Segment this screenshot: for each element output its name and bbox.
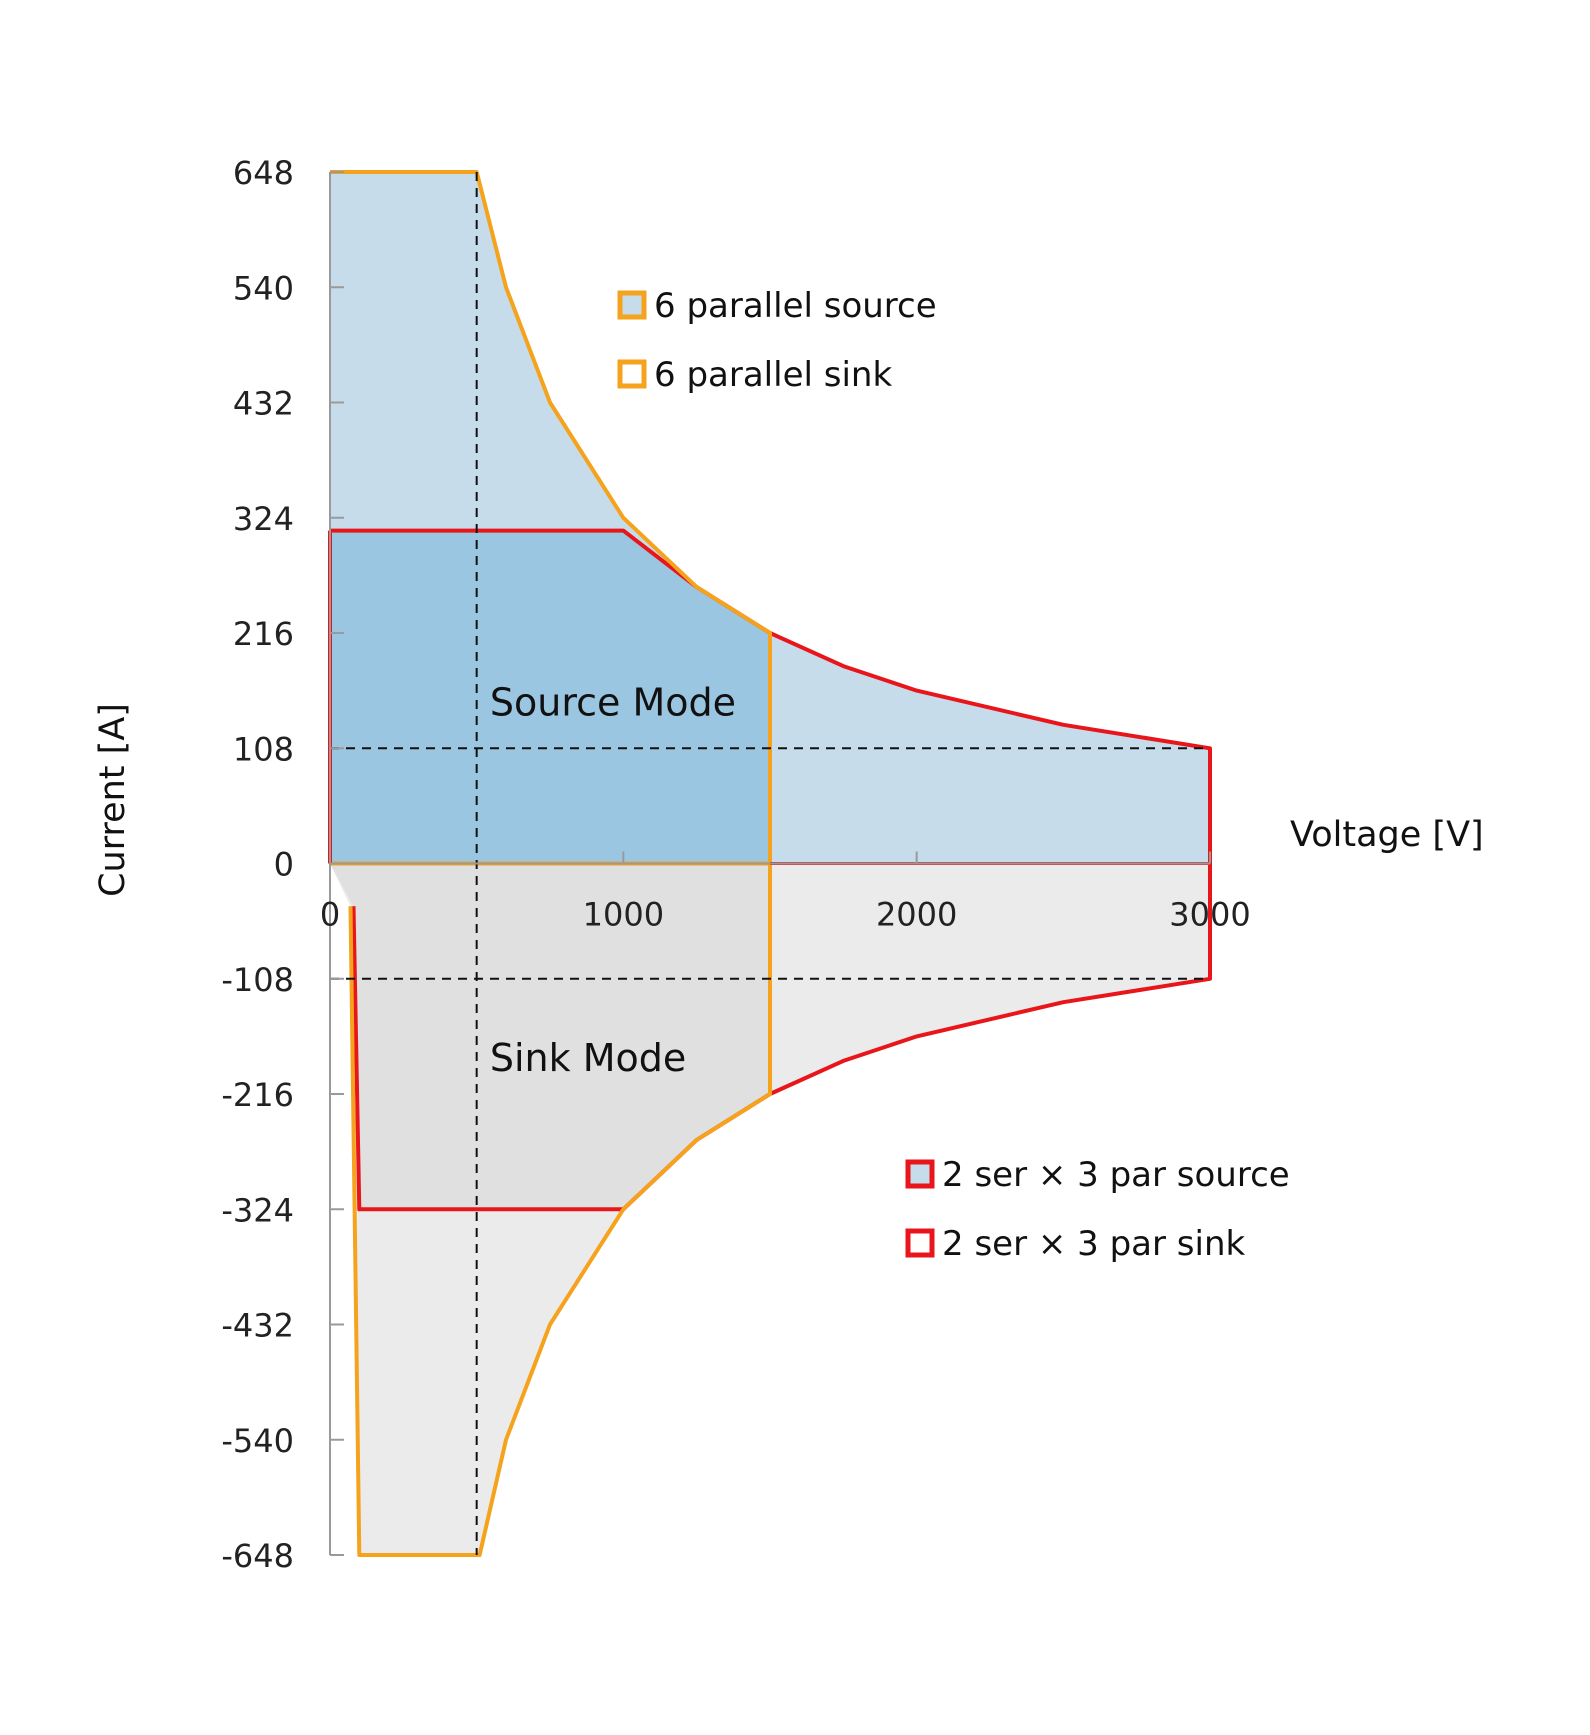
y-tick-label: -108 bbox=[221, 961, 294, 999]
legend-item: 6 parallel source bbox=[617, 286, 937, 326]
legend-swatch bbox=[905, 1159, 935, 1189]
y-tick-label: 324 bbox=[233, 500, 294, 538]
y-tick-label: 432 bbox=[233, 385, 294, 423]
y-tick-label: -216 bbox=[221, 1076, 294, 1114]
y-tick-label: 648 bbox=[233, 154, 294, 192]
y-tick-label: 0 bbox=[274, 846, 294, 884]
x-tick-label: 1000 bbox=[583, 896, 664, 934]
chart-labels: Voltage [V] Current [A] Source Mode Sink Mo… bbox=[93, 680, 1484, 1079]
x-tick-label: 0 bbox=[320, 896, 340, 934]
y-tick-label: -648 bbox=[221, 1537, 294, 1575]
legend-label: 6 parallel source bbox=[654, 286, 937, 326]
x-axis-title: Voltage [V] bbox=[1290, 815, 1484, 855]
legend-item: 6 parallel sink bbox=[617, 355, 892, 395]
legend-swatch bbox=[617, 359, 647, 389]
y-tick-label: 108 bbox=[233, 730, 294, 768]
source-mode-label: Source Mode bbox=[490, 680, 736, 724]
outline-6-parallel-source bbox=[330, 170, 772, 864]
y-tick-label: -540 bbox=[221, 1422, 294, 1460]
y-tick-label: -432 bbox=[221, 1307, 294, 1345]
legend-label: 2 ser × 3 par sink bbox=[942, 1224, 1246, 1264]
legend-item: 2 ser × 3 par sink bbox=[905, 1224, 1246, 1264]
x-tick-label: 3000 bbox=[1169, 896, 1250, 934]
y-axis-title: Current [A] bbox=[93, 703, 133, 897]
x-tick-label: 2000 bbox=[876, 896, 957, 934]
legend-label: 2 ser × 3 par source bbox=[942, 1155, 1290, 1195]
legend-label: 6 parallel sink bbox=[654, 355, 892, 395]
axes: 648 540 432 324 216 108 0 -108 -216 -324 -432 -540 -… bbox=[221, 154, 1250, 1575]
legend-swatch bbox=[617, 290, 647, 320]
y-tick-label: 216 bbox=[233, 615, 294, 653]
legend: 6 parallel source 6 parallel sink 2 ser × … bbox=[617, 286, 1290, 1264]
legend-item: 2 ser × 3 par source bbox=[905, 1155, 1290, 1195]
outline-2-ser-3-par-source bbox=[330, 528, 1212, 864]
y-tick-label: -324 bbox=[221, 1191, 294, 1229]
y-tick-label: 540 bbox=[233, 269, 294, 307]
legend-swatch bbox=[905, 1228, 935, 1258]
overlap-source-area bbox=[330, 530, 770, 864]
overlap-sink-area bbox=[330, 863, 770, 1210]
outline-6-parallel-sink bbox=[348, 863, 772, 1557]
sink-mode-label: Sink Mode bbox=[490, 1036, 686, 1080]
outline-2-ser-3-par-sink bbox=[351, 863, 1212, 1212]
